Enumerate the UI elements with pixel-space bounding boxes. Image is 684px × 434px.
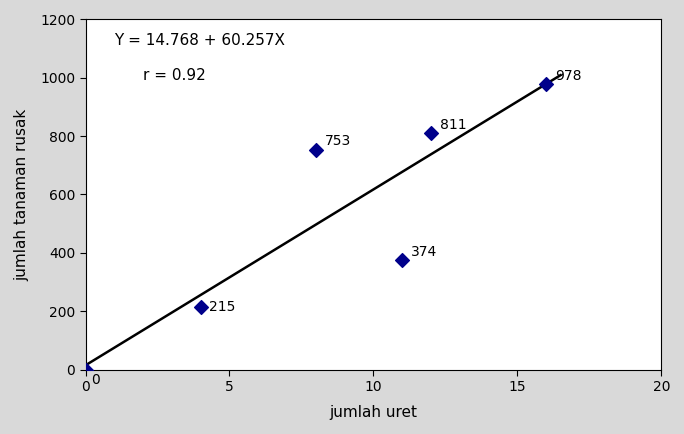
Point — [397, 257, 408, 264]
Text: 753: 753 — [324, 135, 351, 148]
Point — [311, 146, 321, 153]
Point — [541, 81, 552, 88]
Point — [80, 366, 91, 373]
Text: 0: 0 — [91, 373, 100, 387]
Point — [425, 129, 436, 136]
Point — [195, 303, 206, 310]
Y-axis label: jumlah tanaman rusak: jumlah tanaman rusak — [14, 108, 29, 281]
Text: 215: 215 — [209, 300, 236, 314]
Text: r = 0.92: r = 0.92 — [143, 69, 206, 83]
Text: 811: 811 — [440, 118, 466, 132]
Text: Y = 14.768 + 60.257X: Y = 14.768 + 60.257X — [114, 33, 285, 49]
X-axis label: jumlah uret: jumlah uret — [330, 405, 417, 420]
Text: 978: 978 — [555, 69, 581, 83]
Text: 374: 374 — [411, 245, 437, 259]
